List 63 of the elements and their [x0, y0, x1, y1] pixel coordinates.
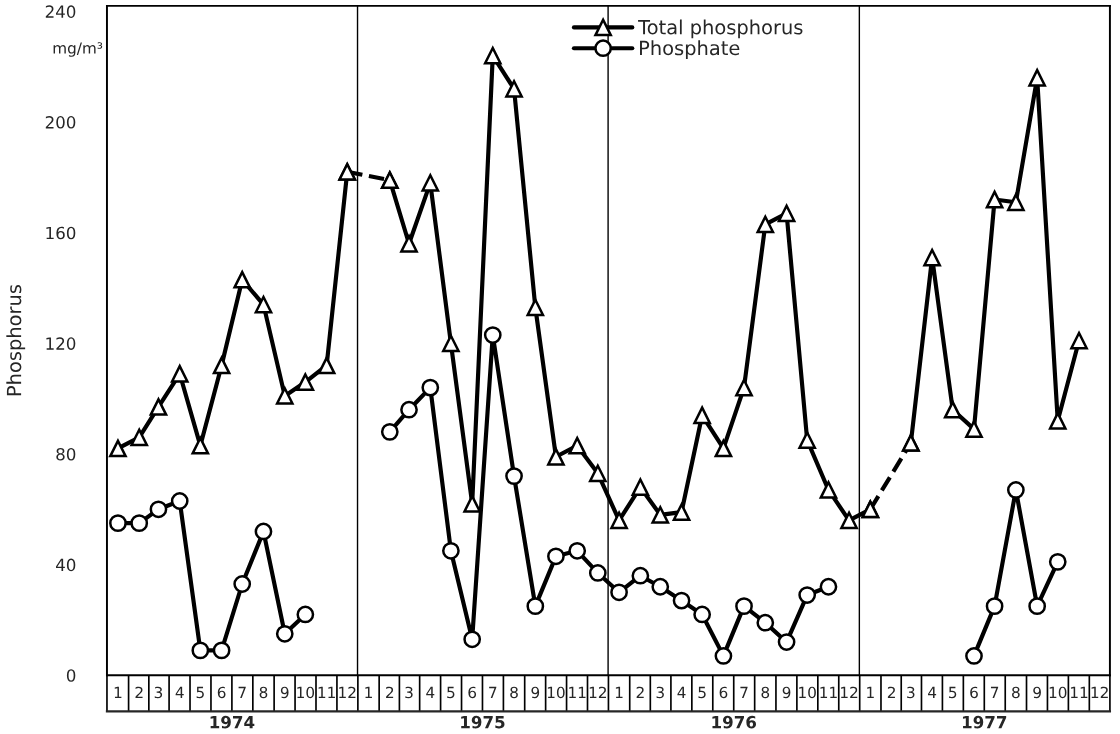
- x-tick-label: 4: [677, 686, 686, 698]
- x-tick-label: 8: [761, 686, 770, 699]
- x-tick-label: 12: [1091, 686, 1108, 698]
- y-tick-label: 120: [46, 337, 76, 350]
- x-tick-label: 12: [841, 686, 858, 698]
- x-tick-label: 9: [1033, 686, 1041, 699]
- y-tick-label: 0: [66, 669, 76, 682]
- x-tick-label: 4: [426, 686, 435, 698]
- legend-label: Phosphate: [640, 40, 740, 60]
- x-tick-label: 4: [928, 686, 937, 698]
- x-tick-label: 5: [949, 686, 957, 699]
- x-tick-label: 8: [259, 686, 268, 699]
- x-tick-label: 11: [1070, 686, 1088, 698]
- x-tick-label: 1: [615, 686, 623, 698]
- x-tick-label: 6: [970, 686, 978, 699]
- x-tick-label: 2: [636, 686, 644, 698]
- x-tick-label: 11: [318, 686, 335, 698]
- y-axis-title: Phosphorus: [6, 284, 26, 396]
- text: mg/m³: [53, 42, 103, 57]
- y-tick-label: 80: [56, 447, 76, 461]
- x-tick-label: 10: [799, 686, 816, 699]
- x-tick-label: 11: [569, 686, 586, 698]
- y-tick-label: 160: [46, 226, 76, 240]
- x-tick-label: 9: [280, 686, 289, 699]
- x-tick-label: 2: [135, 686, 143, 698]
- x-tick-label: 4: [175, 686, 184, 698]
- x-tick-label: 2: [887, 686, 895, 698]
- x-tick-label: 2: [386, 686, 394, 698]
- x-tick-label: 5: [447, 686, 455, 699]
- legend-label: Total phosphorus: [638, 19, 803, 39]
- x-tick-label: 3: [405, 686, 413, 699]
- x2-tick-label: 1977: [962, 715, 1007, 729]
- x-tick-label: 12: [589, 686, 606, 698]
- x2-tick-label: 1975: [461, 715, 505, 729]
- x-tick-label: 3: [154, 686, 163, 699]
- x-tick-label: 5: [698, 686, 706, 699]
- x-tick-label: 6: [217, 686, 226, 699]
- x-tick-label: 10: [297, 686, 315, 699]
- x2-tick-label: 1976: [712, 715, 757, 729]
- x-tick-label: 5: [196, 686, 204, 699]
- x-tick-label: 7: [740, 686, 748, 698]
- x-tick-label: 7: [489, 686, 497, 698]
- x-tick-label: 8: [510, 686, 518, 699]
- y-tick-label: 40: [56, 558, 76, 572]
- x-tick-label: 12: [339, 686, 356, 698]
- x-tick-label: 8: [1012, 686, 1020, 699]
- x-tick-label: 1: [114, 686, 122, 698]
- x-tick-label: 9: [531, 686, 540, 699]
- y-tick-label: 240: [45, 5, 76, 18]
- x-tick-label: 7: [990, 686, 999, 698]
- y-tick-label: 200: [45, 116, 76, 129]
- x-tick-label: 3: [656, 686, 664, 699]
- x-tick-label: 11: [820, 686, 837, 698]
- x-tick-label: 10: [1049, 686, 1067, 699]
- x-tick-label: 3: [907, 686, 915, 699]
- x2-tick-label: 1974: [210, 715, 255, 729]
- x-tick-label: 1: [867, 686, 874, 698]
- x-tick-label: 10: [547, 686, 565, 699]
- x-tick-label: 1: [365, 686, 372, 698]
- x-tick-label: 9: [782, 686, 791, 699]
- x-tick-label: 6: [468, 686, 477, 699]
- x-tick-label: 7: [238, 686, 246, 698]
- x-tick-label: 6: [719, 686, 728, 699]
